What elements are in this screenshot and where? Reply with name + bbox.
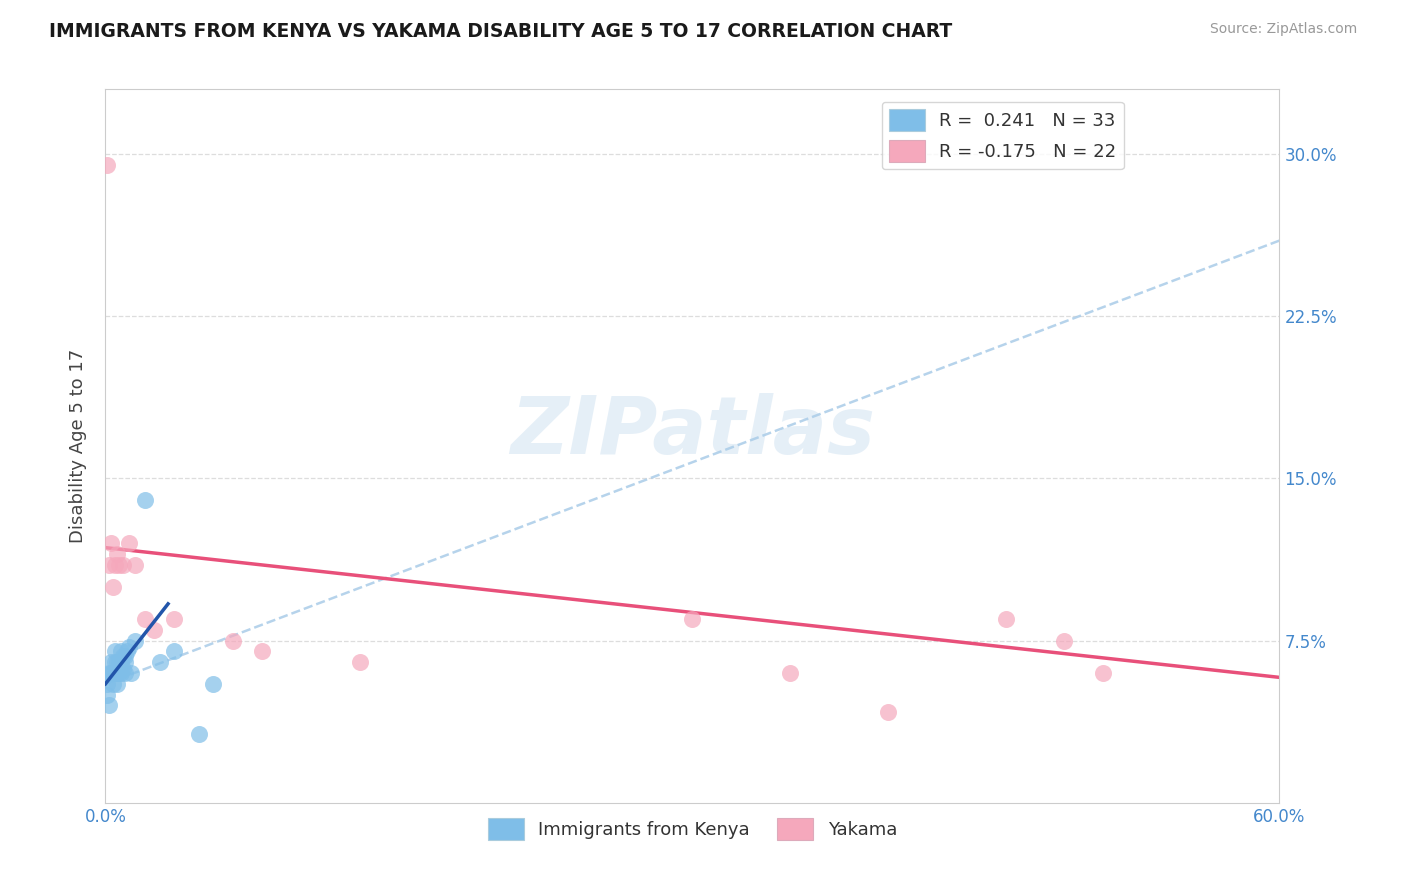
Point	[100, 655, 122, 669]
Point	[100, 536, 122, 550]
Point	[112, 662, 135, 676]
Point	[994, 612, 1017, 626]
Point	[108, 558, 131, 572]
Point	[349, 655, 371, 669]
Point	[104, 644, 127, 658]
Point	[163, 644, 186, 658]
Text: ZIPatlas: ZIPatlas	[510, 392, 875, 471]
Point	[96, 158, 118, 172]
Point	[112, 648, 135, 663]
Point	[1053, 633, 1076, 648]
Point	[98, 698, 121, 713]
Point	[149, 655, 172, 669]
Point	[124, 633, 146, 648]
Point	[103, 677, 125, 691]
Point	[221, 633, 243, 648]
Point	[98, 666, 121, 681]
Point	[779, 666, 801, 681]
Point	[1092, 666, 1115, 681]
Point	[134, 612, 156, 626]
Point	[104, 558, 127, 572]
Point	[202, 677, 225, 691]
Point	[877, 705, 900, 719]
Point	[110, 644, 132, 658]
Y-axis label: Disability Age 5 to 17: Disability Age 5 to 17	[69, 349, 87, 543]
Text: Source: ZipAtlas.com: Source: ZipAtlas.com	[1209, 22, 1357, 37]
Point	[105, 677, 128, 691]
Point	[163, 612, 186, 626]
Point	[114, 648, 136, 663]
Point	[108, 666, 131, 681]
Point	[682, 612, 704, 626]
Point	[96, 688, 118, 702]
Point	[104, 655, 127, 669]
Point	[114, 655, 136, 669]
Point	[105, 666, 128, 681]
Point	[112, 558, 135, 572]
Point	[96, 677, 118, 691]
Point	[110, 666, 132, 681]
Point	[103, 666, 125, 681]
Point	[98, 558, 121, 572]
Point	[120, 666, 142, 681]
Point	[105, 547, 128, 561]
Point	[250, 644, 273, 658]
Point	[114, 666, 136, 681]
Point	[118, 640, 141, 654]
Point	[143, 623, 166, 637]
Point	[104, 666, 127, 681]
Point	[108, 655, 131, 669]
Legend: Immigrants from Kenya, Yakama: Immigrants from Kenya, Yakama	[481, 811, 904, 847]
Point	[188, 726, 211, 740]
Text: IMMIGRANTS FROM KENYA VS YAKAMA DISABILITY AGE 5 TO 17 CORRELATION CHART: IMMIGRANTS FROM KENYA VS YAKAMA DISABILI…	[49, 22, 952, 41]
Point	[103, 580, 125, 594]
Point	[105, 655, 128, 669]
Point	[100, 666, 122, 681]
Point	[118, 536, 141, 550]
Point	[110, 655, 132, 669]
Point	[124, 558, 146, 572]
Point	[134, 493, 156, 508]
Point	[115, 644, 138, 658]
